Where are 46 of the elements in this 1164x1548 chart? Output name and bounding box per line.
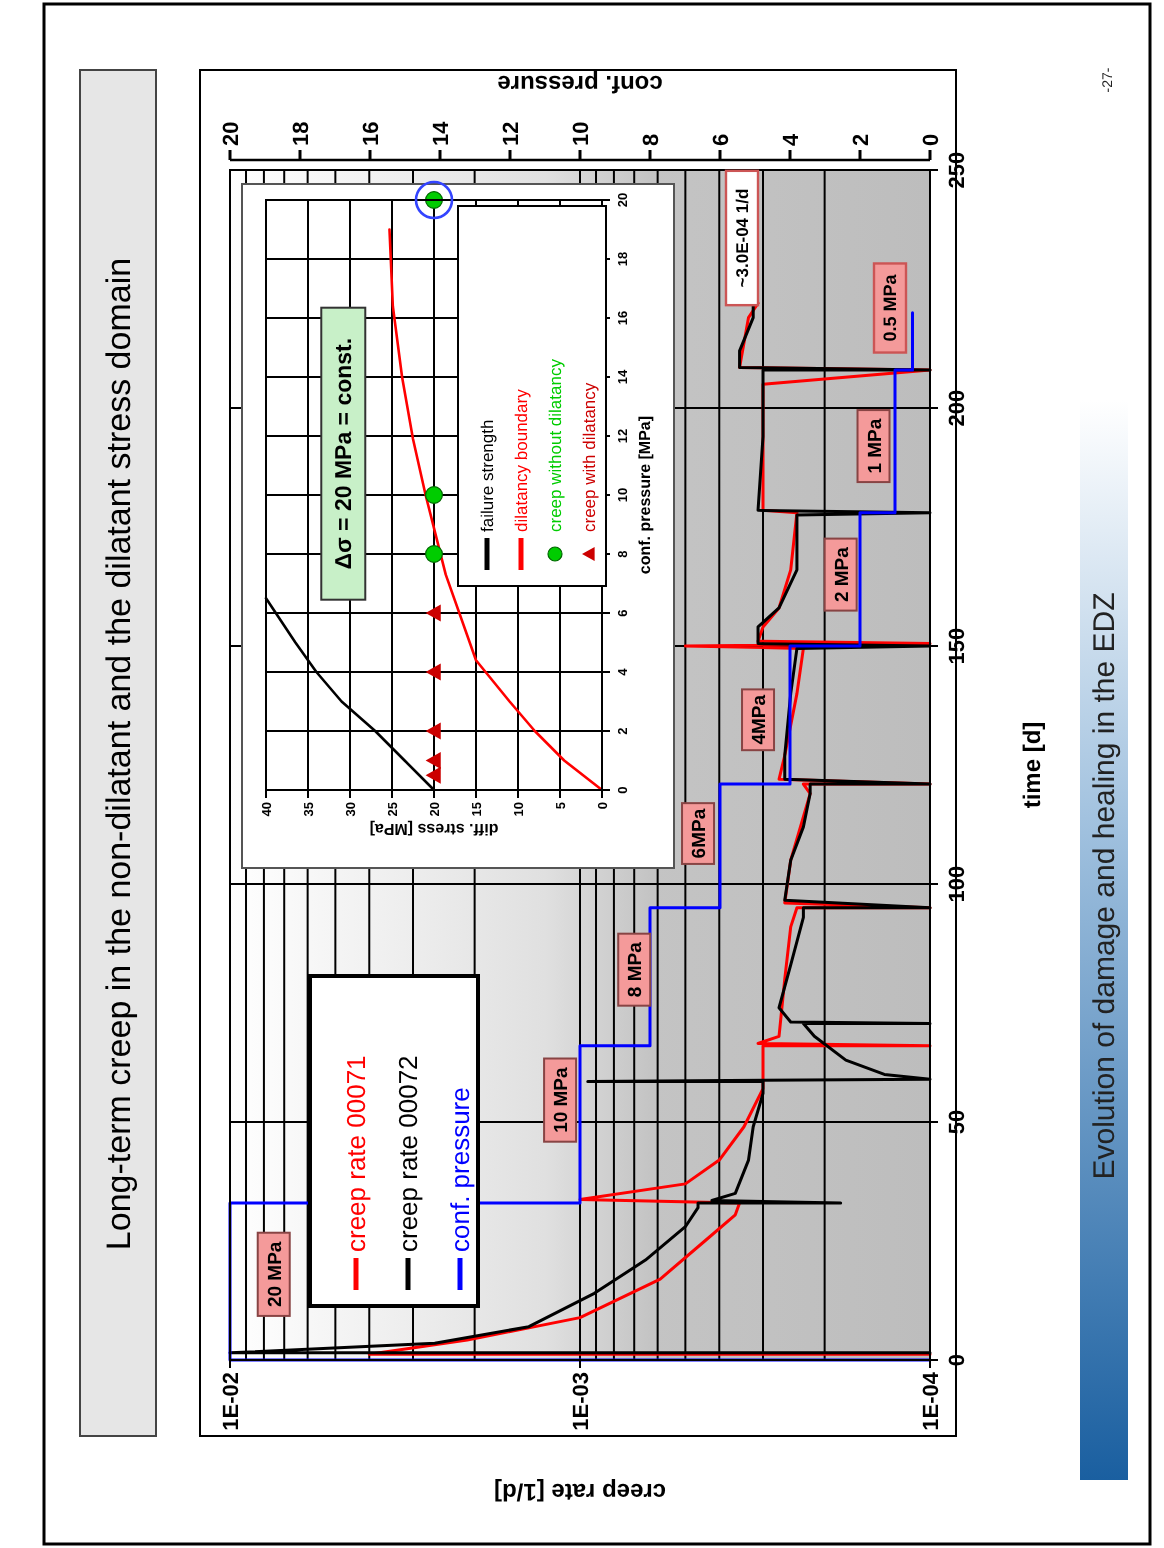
text: failure strength [476,419,497,532]
line-series [388,228,604,792]
annotation: 1 MPa [864,417,887,474]
annotation: 4MPa [749,693,772,745]
point [425,722,441,740]
annotation: 10 MPa [551,1065,574,1133]
text: creep rate 00071 [341,1055,372,1252]
x2-tick-label: 16 [359,121,384,146]
x2-tick-label: 14 [429,119,454,146]
x2-axis-title: conf. pressure [496,70,663,98]
text: creep with dilatancy [578,381,599,532]
annotation: Δσ = 20 MPa = const. [333,337,358,570]
annotation: ~3.0E-04 1/d [732,188,753,288]
x2-tick-label: 20 [219,121,244,146]
point [425,766,441,784]
annotation: 8 MPa [625,940,648,998]
x-tick-label: 1E-04 [919,1370,944,1431]
x2-tick-label: 6 [709,133,734,146]
x-tick-label: 1E-02 [219,1372,244,1431]
x2-tick-label: 4 [779,132,804,146]
text: Evolution of damage and healing in the EDZ [1088,592,1122,1180]
x2-tick-label: 2 [849,133,874,146]
x2-tick-label: 0 [919,133,944,146]
annotation: 20 MPa [264,1240,287,1308]
text: conf. pressure [445,1087,476,1252]
text: dilatancy boundary [510,387,531,532]
point [425,545,443,563]
x2-tick-label: 12 [499,121,524,146]
annotation: 2 MPa [831,545,854,603]
x2-tick-label: 10 [569,121,594,146]
point [425,752,441,769]
point [425,486,443,504]
x-axis-title: creep rate [1/d] [493,1478,667,1506]
x-axis-title: diff. stress [MPa] [368,820,499,838]
annotation: 0.5 MPa [880,272,901,342]
text: Long-term creep in the non-dilatant and the dilatant stress domain [100,257,138,1251]
y-axis-title: conf. pressure [MPa] [636,415,654,575]
text: creep rate 00072 [393,1055,424,1252]
x-tick-label: 1E-03 [569,1372,594,1431]
y-axis-title: time [d] [1018,721,1046,809]
annotation: 6MPa [689,807,712,859]
point [425,604,441,622]
x2-tick-label: 8 [639,133,664,146]
point [425,663,441,681]
text: creep without dilatancy [544,357,565,532]
x2-tick-label: 18 [289,121,314,146]
